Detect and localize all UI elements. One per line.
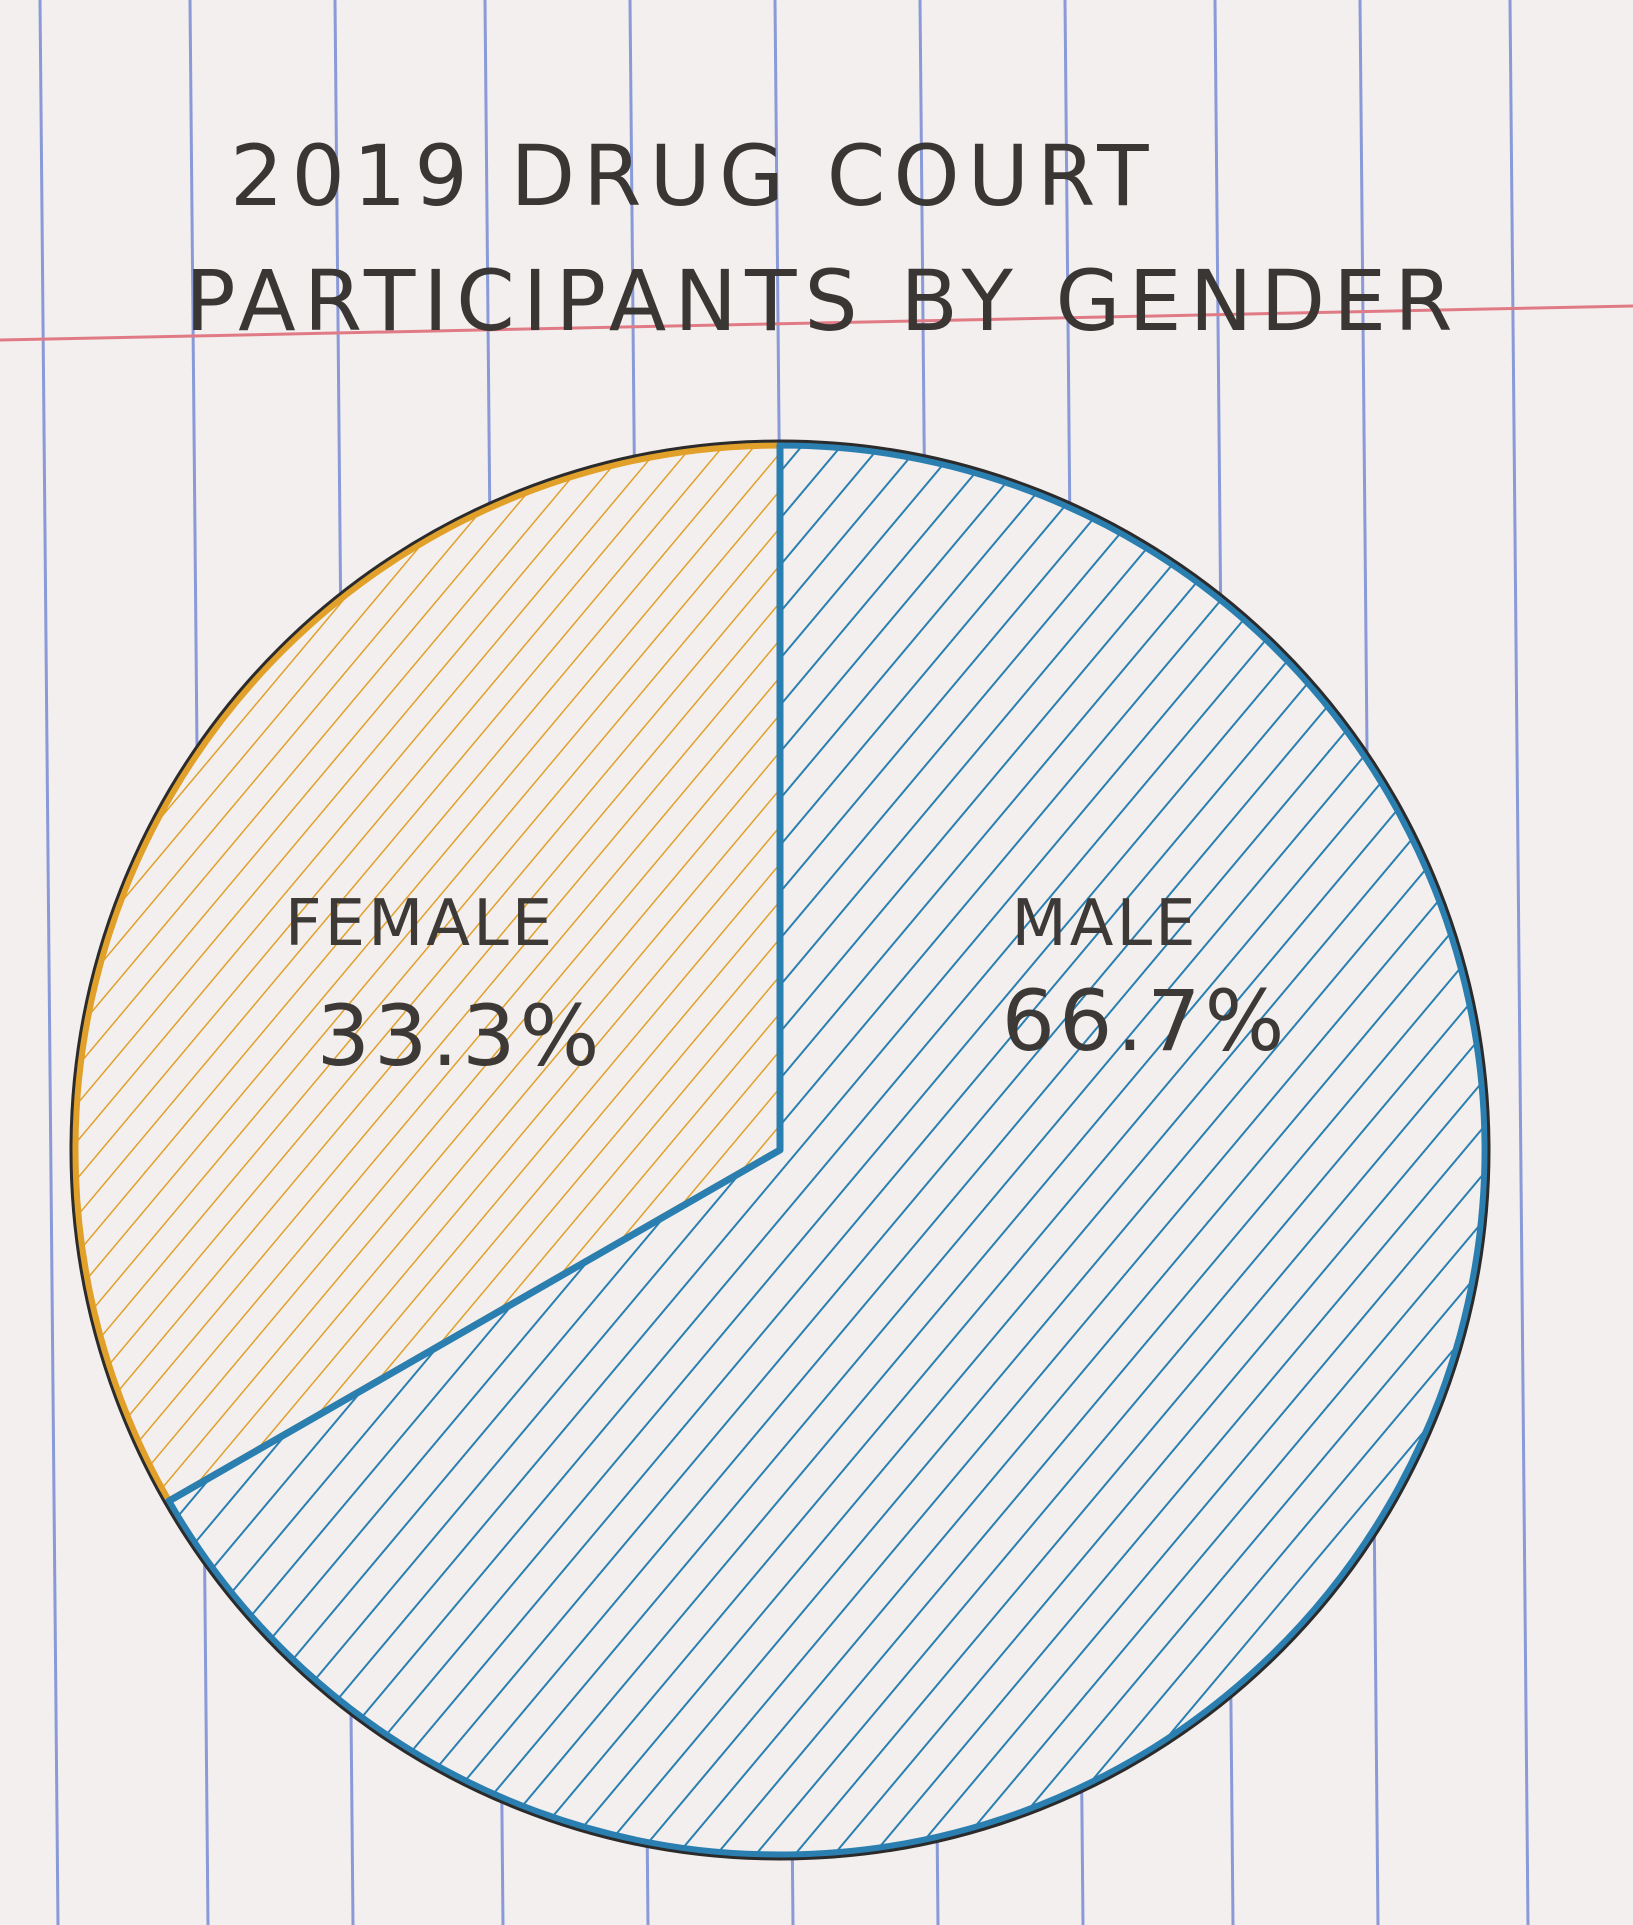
pie-slice-female (71, 441, 784, 1505)
slice-value-male: 66.7% (1002, 972, 1289, 1070)
chart-title-line-2: PARTICIPANTS BY GENDER (185, 252, 1461, 350)
pie-chart (69, 439, 1491, 1861)
ruled-line (1508, 0, 1530, 1925)
margin-line (0, 304, 1633, 342)
slice-labels: FEMALE 33.3% MALE 66.7% (285, 887, 1289, 1085)
pie-outline (69, 439, 1491, 1861)
chart-title-line-1: 2019 DRUG COURT (230, 127, 1157, 225)
slice-label-male: MALE (1011, 887, 1198, 961)
chart-title: 2019 DRUG COURT PARTICIPANTS BY GENDER (185, 127, 1461, 350)
ruled-line (38, 0, 60, 1925)
pie-slice-male (165, 441, 1489, 1859)
slice-label-female: FEMALE (285, 887, 555, 961)
slice-value-female: 33.3% (317, 987, 604, 1085)
